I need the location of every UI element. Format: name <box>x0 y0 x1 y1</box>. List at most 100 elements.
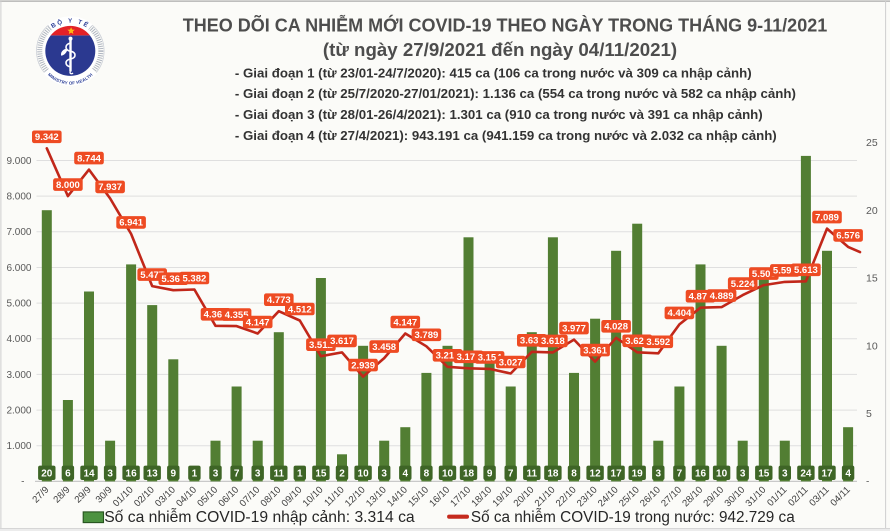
svg-text:- Giai đoạn 3 (từ 28/01-26/4/2: - Giai đoạn 3 (từ 28/01-26/4/2021): 1.30… <box>235 107 763 122</box>
svg-text:17: 17 <box>611 468 623 479</box>
svg-text:16: 16 <box>126 468 138 479</box>
svg-text:02/11: 02/11 <box>786 485 810 509</box>
svg-text:4.773: 4.773 <box>267 295 291 306</box>
svg-text:9.000: 9.000 <box>6 156 31 167</box>
svg-text:28/10: 28/10 <box>680 485 705 510</box>
svg-text:5.000: 5.000 <box>6 299 31 310</box>
svg-text:18: 18 <box>547 468 559 479</box>
svg-text:3.458: 3.458 <box>372 342 396 353</box>
svg-text:8: 8 <box>571 468 577 479</box>
svg-text:10: 10 <box>716 468 728 479</box>
svg-text:26/10: 26/10 <box>638 485 663 510</box>
svg-text:16/10: 16/10 <box>427 485 452 510</box>
svg-text:15: 15 <box>758 468 770 479</box>
svg-text:18/10: 18/10 <box>469 485 494 510</box>
svg-text:15: 15 <box>315 468 327 479</box>
svg-text:06/10: 06/10 <box>216 485 241 510</box>
svg-text:6.000: 6.000 <box>6 263 31 274</box>
svg-text:17: 17 <box>821 468 833 479</box>
svg-text:10: 10 <box>442 468 454 479</box>
svg-text:3.154: 3.154 <box>478 353 502 364</box>
svg-text:Số ca nhiễm COVID-19 trong nướ: Số ca nhiễm COVID-19 trong nước: 942.729… <box>471 509 795 526</box>
svg-text:-: - <box>21 476 24 487</box>
svg-text:29/10: 29/10 <box>701 485 726 510</box>
svg-text:14: 14 <box>83 468 95 479</box>
svg-text:4.404: 4.404 <box>668 308 692 319</box>
svg-text:10: 10 <box>358 468 370 479</box>
svg-text:20: 20 <box>866 205 878 217</box>
svg-text:- Giai đoạn 4 (từ 27/4/2021):: - Giai đoạn 4 (từ 27/4/2021): 943.191 ca… <box>235 128 777 143</box>
svg-text:3.027: 3.027 <box>499 357 523 368</box>
svg-text:12/10: 12/10 <box>343 485 368 510</box>
svg-text:4.147: 4.147 <box>393 317 417 328</box>
svg-text:3.172: 3.172 <box>457 352 481 363</box>
svg-text:3.213: 3.213 <box>436 351 460 362</box>
svg-text:4.871: 4.871 <box>689 292 713 303</box>
svg-text:3.621: 3.621 <box>625 336 649 347</box>
svg-text:27/9: 27/9 <box>30 485 51 506</box>
svg-text:13: 13 <box>147 468 159 479</box>
svg-text:3.617: 3.617 <box>330 336 354 347</box>
svg-text:10/10: 10/10 <box>301 485 326 510</box>
svg-text:9.342: 9.342 <box>35 132 59 143</box>
svg-text:16: 16 <box>695 468 707 479</box>
svg-text:18: 18 <box>463 468 475 479</box>
svg-text:19/10: 19/10 <box>491 485 516 510</box>
svg-text:3: 3 <box>656 468 662 479</box>
svg-text:5.477: 5.477 <box>140 270 164 281</box>
svg-text:20: 20 <box>41 468 53 479</box>
svg-text:- Giai đoạn 1 (từ 23/01-24/7/2: - Giai đoạn 1 (từ 23/01-24/7/2020): 415 … <box>235 65 752 80</box>
svg-text:1.000: 1.000 <box>6 441 31 452</box>
svg-text:6: 6 <box>65 468 71 479</box>
svg-text:23/10: 23/10 <box>575 485 600 510</box>
svg-text:07/10: 07/10 <box>238 485 263 510</box>
svg-text:2: 2 <box>339 468 345 479</box>
svg-text:4.147: 4.147 <box>246 317 270 328</box>
svg-text:6.576: 6.576 <box>836 231 860 242</box>
svg-text:05/10: 05/10 <box>195 485 220 510</box>
svg-text:6.941: 6.941 <box>119 218 143 229</box>
svg-text:4.355: 4.355 <box>225 310 249 321</box>
svg-text:3.618: 3.618 <box>541 336 565 347</box>
svg-text:3.512: 3.512 <box>309 340 333 351</box>
svg-text:3.634: 3.634 <box>520 336 544 347</box>
svg-text:3.592: 3.592 <box>646 337 670 348</box>
svg-text:21/10: 21/10 <box>533 485 558 510</box>
svg-text:4: 4 <box>403 468 409 479</box>
svg-text:7.089: 7.089 <box>815 212 839 223</box>
svg-text:8.744: 8.744 <box>77 153 101 164</box>
svg-text:5.382: 5.382 <box>183 273 207 284</box>
svg-text:27/10: 27/10 <box>659 485 684 510</box>
svg-text:7.000: 7.000 <box>6 227 31 238</box>
svg-text:-: - <box>866 476 869 487</box>
svg-text:5.506: 5.506 <box>752 269 776 280</box>
svg-text:29/9: 29/9 <box>73 485 94 506</box>
svg-text:11: 11 <box>527 468 538 479</box>
svg-text:3: 3 <box>381 468 387 479</box>
svg-text:14/10: 14/10 <box>385 485 410 510</box>
svg-text:9: 9 <box>171 468 177 479</box>
svg-text:03/10: 03/10 <box>153 485 178 510</box>
svg-text:03/11: 03/11 <box>807 485 831 509</box>
svg-text:- Giai đoạn 2 (từ 25/7/2020-27: - Giai đoạn 2 (từ 25/7/2020-27/01/2021):… <box>235 86 796 101</box>
svg-text:2.000: 2.000 <box>6 406 31 417</box>
svg-text:12: 12 <box>590 468 602 479</box>
svg-text:3: 3 <box>740 468 746 479</box>
svg-text:8.000: 8.000 <box>6 192 31 203</box>
svg-text:10: 10 <box>866 340 878 352</box>
svg-text:3: 3 <box>107 468 113 479</box>
svg-text:(từ ngày 27/9/2021 đến ngày 04: (từ ngày 27/9/2021 đến ngày 04/11/2021) <box>323 39 677 60</box>
svg-text:25/10: 25/10 <box>617 485 642 510</box>
svg-text:4.363: 4.363 <box>204 310 228 321</box>
svg-text:08/10: 08/10 <box>259 485 284 510</box>
svg-text:20/10: 20/10 <box>512 485 537 510</box>
svg-text:8.000: 8.000 <box>56 180 80 191</box>
svg-text:1: 1 <box>192 468 198 479</box>
svg-text:7: 7 <box>677 468 683 479</box>
svg-text:04/11: 04/11 <box>828 485 852 509</box>
svg-text:3.789: 3.789 <box>415 330 439 341</box>
svg-text:5.595: 5.595 <box>773 266 797 277</box>
svg-text:04/10: 04/10 <box>174 485 199 510</box>
svg-text:4.028: 4.028 <box>604 322 628 333</box>
svg-text:25: 25 <box>866 137 878 149</box>
